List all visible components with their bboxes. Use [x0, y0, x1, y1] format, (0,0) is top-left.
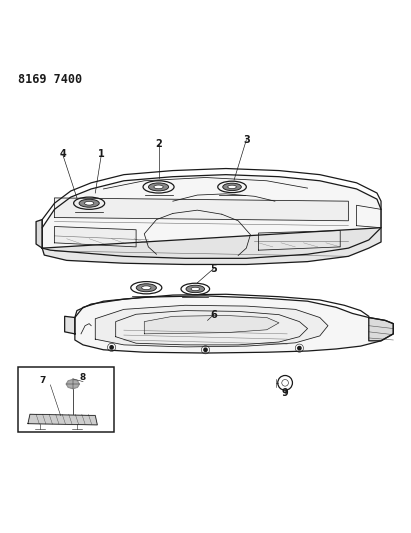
Text: 8: 8 [80, 373, 86, 382]
Text: 9: 9 [282, 388, 289, 398]
Ellipse shape [148, 183, 169, 191]
Polygon shape [36, 220, 42, 248]
Ellipse shape [79, 199, 99, 207]
Ellipse shape [186, 285, 205, 293]
Ellipse shape [85, 201, 94, 205]
Text: 2: 2 [155, 139, 162, 149]
Polygon shape [259, 231, 340, 250]
Text: 7: 7 [39, 376, 45, 385]
Polygon shape [369, 318, 393, 341]
Ellipse shape [136, 284, 157, 292]
Text: 6: 6 [210, 310, 217, 320]
Circle shape [204, 348, 207, 351]
Ellipse shape [142, 286, 151, 289]
Polygon shape [42, 228, 381, 264]
Polygon shape [75, 296, 393, 353]
Text: 4: 4 [59, 149, 66, 159]
Polygon shape [55, 198, 349, 221]
Text: 1: 1 [98, 149, 105, 159]
Polygon shape [65, 316, 75, 334]
Ellipse shape [154, 185, 163, 189]
Polygon shape [66, 379, 79, 389]
Ellipse shape [223, 183, 241, 191]
Ellipse shape [191, 287, 200, 290]
Polygon shape [95, 305, 328, 347]
Ellipse shape [228, 185, 236, 189]
Polygon shape [55, 227, 136, 247]
Bar [18, 367, 114, 432]
Circle shape [110, 346, 113, 349]
Text: 8169 7400: 8169 7400 [18, 72, 82, 86]
Circle shape [298, 346, 301, 350]
Text: 3: 3 [243, 135, 250, 145]
Polygon shape [42, 175, 381, 259]
Polygon shape [144, 316, 279, 334]
Text: 5: 5 [210, 263, 217, 273]
Polygon shape [28, 414, 97, 425]
